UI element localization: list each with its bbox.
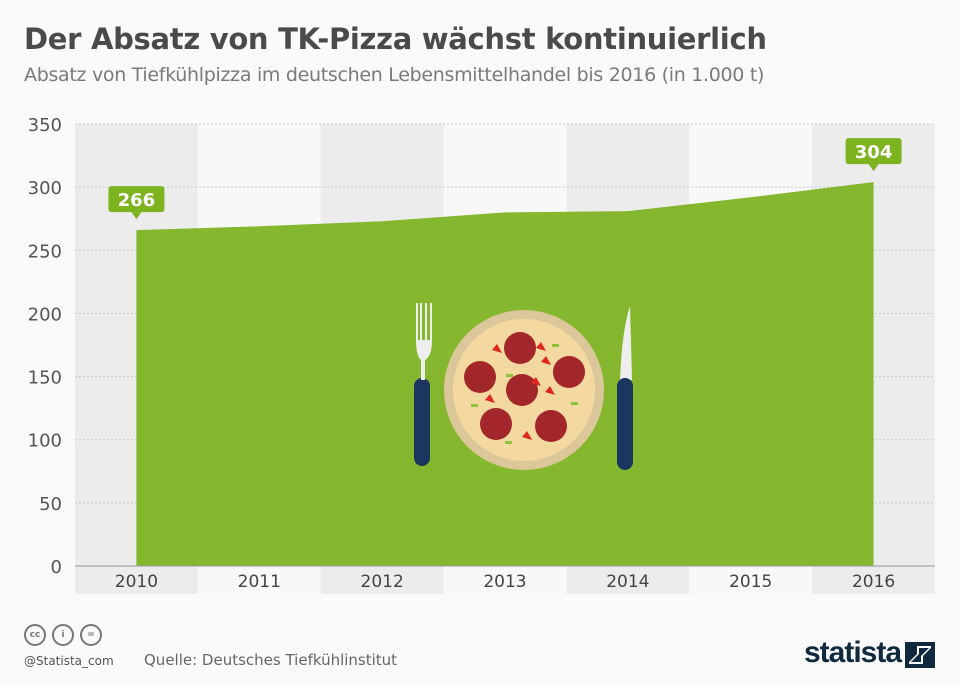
tomato-icon (492, 344, 502, 353)
value-label-box (108, 186, 165, 213)
y-tick-label: 50 (39, 494, 62, 515)
knife-icon (620, 306, 632, 380)
statista-handle[interactable]: @Statista_com (24, 654, 114, 668)
x-tick-label: 2010 (115, 572, 158, 592)
statista-logo-icon (905, 642, 935, 668)
x-tick-label: 2011 (238, 572, 281, 592)
salami-icon (553, 356, 585, 388)
y-tick-label: 150 (28, 368, 62, 389)
x-tick-label: 2013 (483, 572, 526, 592)
x-tick-label: 2016 (852, 572, 895, 592)
license-icons: cc i = (24, 624, 102, 646)
salami-icon (480, 408, 512, 440)
pepper-icon (471, 404, 478, 407)
x-tick-label: 2014 (606, 572, 649, 592)
x-tick-label: 2012 (361, 572, 404, 592)
tomato-icon (541, 356, 551, 365)
fork-icon (416, 303, 432, 380)
tomato-icon (536, 342, 546, 351)
chart-subtitle: Absatz von Tiefkühlpizza im deutschen Le… (24, 64, 765, 86)
salami-icon (464, 361, 496, 393)
nd-icon: = (80, 624, 102, 646)
y-tick-label: 100 (28, 431, 62, 452)
pizza-illustration (414, 303, 633, 470)
source-note: Quelle: Deutsches Tiefkühlinstitut (144, 651, 398, 669)
pepper-icon (506, 374, 513, 377)
y-tick-label: 250 (28, 241, 62, 262)
tomato-icon (522, 431, 532, 440)
pepper-icon (552, 344, 559, 347)
tomato-icon (485, 394, 495, 403)
value-label-pointer (868, 164, 879, 172)
knife-handle (617, 378, 633, 470)
value-label-pointer (131, 212, 142, 220)
x-tick-label: 2015 (729, 572, 772, 592)
y-tick-label: 0 (51, 557, 62, 578)
cc-icon: cc (24, 624, 46, 646)
value-label: 266 (118, 190, 156, 211)
y-tick-label: 200 (28, 304, 62, 325)
fork-handle (414, 378, 430, 466)
tomato-icon (545, 386, 555, 395)
value-label: 304 (855, 142, 893, 163)
by-icon: i (52, 624, 74, 646)
salami-icon (506, 374, 538, 406)
salami-icon (535, 410, 567, 442)
tomato-icon (531, 377, 541, 386)
y-tick-label: 350 (28, 115, 62, 136)
y-tick-label: 300 (28, 178, 62, 199)
salami-icon (504, 332, 536, 364)
pepper-icon (571, 402, 578, 405)
value-label-box (845, 138, 902, 165)
statista-logo[interactable]: statista (804, 636, 902, 669)
pepper-icon (505, 441, 512, 444)
chart-title: Der Absatz von TK-Pizza wächst kontinuie… (24, 22, 767, 56)
